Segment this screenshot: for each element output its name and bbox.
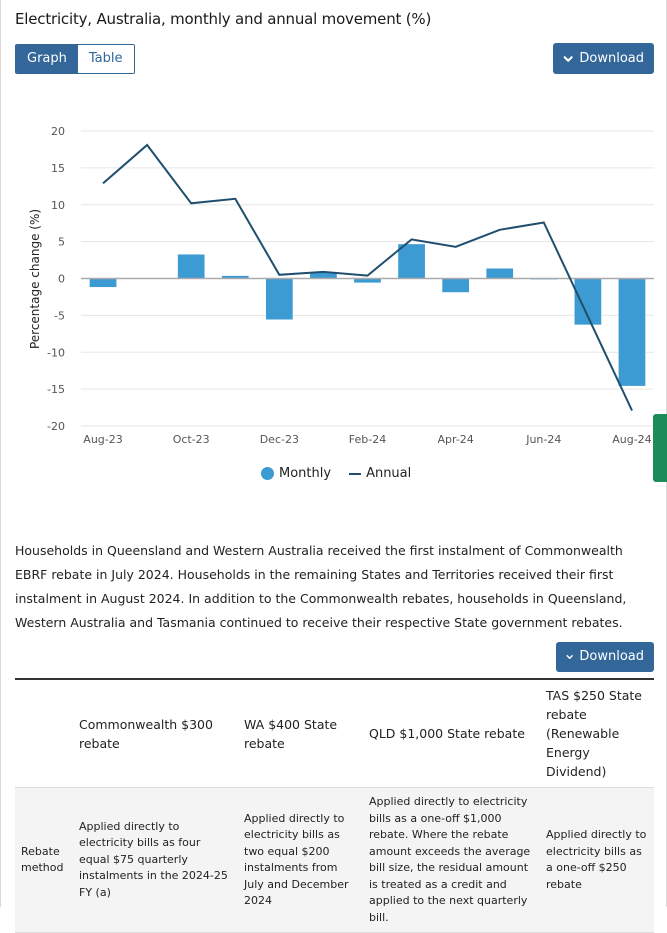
y-tick-label: -20 — [47, 420, 65, 433]
header-commonwealth: Commonwealth $300 rebate — [73, 679, 238, 788]
y-tick-label: 10 — [51, 199, 65, 212]
bar-Oct-23 — [177, 253, 206, 279]
annual-point-Sep-23 — [145, 143, 149, 147]
cell-tas: Applied directly to electricity bills as… — [540, 787, 654, 933]
circle-icon — [261, 467, 274, 480]
x-tick-label: Jun-24 — [525, 433, 561, 446]
row-label: Rebate method — [15, 787, 73, 933]
x-tick-label: Aug-23 — [83, 433, 122, 446]
x-tick-label: Oct-23 — [173, 433, 210, 446]
annual-point-Feb-24 — [366, 274, 370, 278]
rebates-table: Commonwealth $300 rebate WA $400 State r… — [15, 678, 654, 933]
feedback-tab[interactable] — [653, 414, 667, 482]
download-label: Download — [579, 51, 644, 66]
cell-qld: Applied directly to electricity bills as… — [363, 787, 540, 933]
legend-label-annual: Annual — [366, 466, 412, 481]
table-header-row: Commonwealth $300 rebate WA $400 State r… — [15, 679, 654, 788]
table-download-button[interactable]: Download — [556, 642, 654, 672]
y-axis-ticks: 20 15 10 5 0 -5 -10 -15 -20 — [47, 125, 65, 433]
header-qld: QLD $1,000 State rebate — [363, 679, 540, 788]
y-tick-label: 5 — [58, 236, 65, 249]
x-tick-label: Aug-24 — [612, 433, 651, 446]
y-axis-label: Percentage change (%) — [28, 209, 42, 349]
gridlines — [81, 130, 654, 427]
annual-point-Dec-23 — [277, 273, 281, 277]
bar-Aug-23 — [89, 278, 118, 288]
explanatory-paragraph: Households in Queensland and Western Aus… — [15, 543, 627, 630]
tab-graph[interactable]: Graph — [16, 45, 78, 73]
chevron-down-icon — [566, 655, 573, 659]
download-label: Download — [579, 649, 644, 664]
annual-point-Jan-24 — [321, 270, 325, 274]
bar-Dec-23 — [265, 278, 294, 321]
table-row: Rebate method Applied directly to electr… — [15, 787, 654, 933]
annual-point-Aug-24 — [630, 409, 634, 413]
chart-canvas: 20 15 10 5 0 -5 -10 -15 -20 Percentage change (%… — [28, 125, 654, 446]
legend-item-monthly[interactable]: Monthly — [261, 466, 331, 481]
tab-table[interactable]: Table — [77, 45, 134, 73]
line-icon — [349, 472, 362, 475]
x-axis-ticks: Aug-23 Oct-23 Dec-23 Feb-24 Apr-24 Jun-24 Aug-… — [83, 433, 651, 446]
y-tick-label: -15 — [47, 383, 65, 396]
annual-point-Oct-23 — [189, 201, 193, 205]
cell-wa: Applied directly to electricity bills as… — [238, 787, 363, 933]
header-cell-empty — [15, 679, 73, 788]
chart-download-button[interactable]: Download — [553, 43, 654, 74]
annual-point-Aug-23 — [101, 181, 105, 185]
annual-point-Nov-23 — [233, 197, 237, 201]
y-tick-label: 0 — [58, 273, 65, 286]
bar-Mar-24 — [397, 243, 426, 279]
chevron-down-icon — [563, 55, 573, 62]
annual-line — [102, 143, 633, 411]
bar-Aug-24 — [617, 278, 646, 387]
bar-Apr-24 — [441, 278, 470, 293]
y-tick-label: -10 — [47, 346, 65, 359]
x-tick-label: Apr-24 — [438, 433, 474, 446]
cell-commonwealth: Applied directly to electricity bills as… — [73, 787, 238, 933]
chart-legend: Monthly Annual — [261, 466, 411, 481]
legend-label-monthly: Monthly — [279, 466, 332, 481]
annual-point-Mar-24 — [410, 237, 414, 241]
header-tas: TAS $250 State rebate (Renewable Energy … — [540, 679, 654, 788]
annual-point-May-24 — [498, 228, 502, 232]
annual-point-Jun-24 — [542, 220, 546, 224]
annual-point-Apr-24 — [454, 245, 458, 249]
y-tick-label: 20 — [51, 125, 65, 138]
x-tick-label: Dec-23 — [260, 433, 299, 446]
y-tick-label: -5 — [54, 309, 65, 322]
bar-May-24 — [485, 267, 514, 279]
view-toggle: Graph Table — [15, 44, 135, 74]
y-tick-label: 15 — [51, 162, 65, 175]
x-tick-label: Feb-24 — [349, 433, 386, 446]
chart-title: Electricity, Australia, monthly and annu… — [15, 10, 432, 28]
legend-item-annual[interactable]: Annual — [349, 466, 411, 481]
header-wa: WA $400 State rebate — [238, 679, 363, 788]
